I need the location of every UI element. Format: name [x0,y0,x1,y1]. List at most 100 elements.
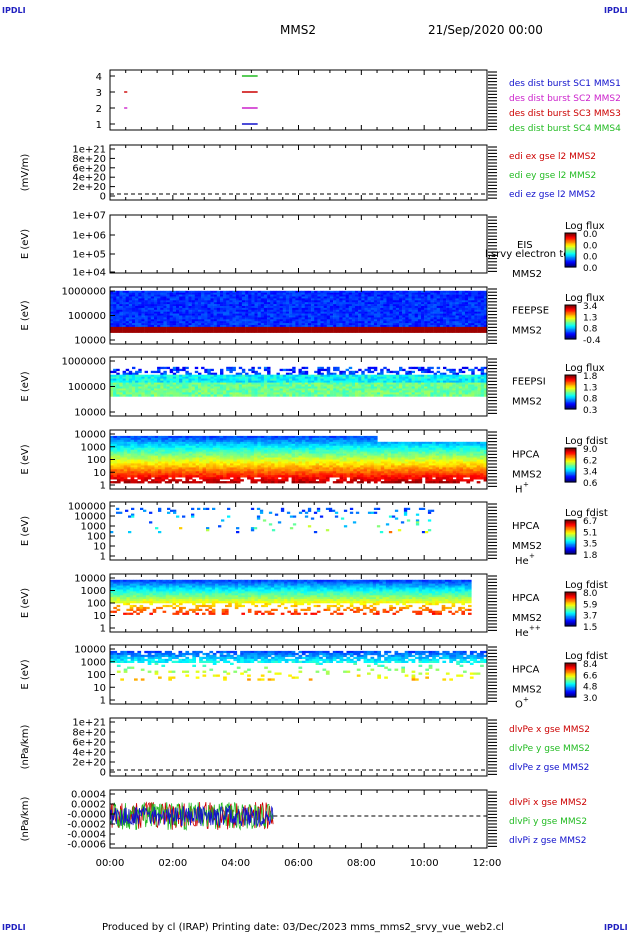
spectrogram-cell [119,317,123,320]
spectrogram-cell [439,326,444,330]
spectrogram-cell [314,298,318,301]
spectrogram-cell [314,376,318,379]
spectrogram-cell [176,306,180,309]
spectrogram-cell [110,461,114,464]
spectrogram-cell [191,328,196,331]
spectrogram-cell [471,323,475,326]
spectrogram-cell [449,307,453,311]
spectrogram-cell [298,394,302,397]
spectrogram-cell [380,392,384,395]
spectrogram-cell [304,394,309,397]
spectrogram-cell [304,298,309,301]
spectrogram-cell [392,290,397,293]
spectrogram-cell [128,292,133,295]
spectrogram-cell [367,326,371,330]
spectrogram-cell [198,390,202,393]
spectrogram-cell [216,392,221,395]
spectrogram-cell [113,326,117,330]
spectrogram-cell [110,392,114,395]
spectrogram-cell [135,370,139,374]
spectrogram-cell [424,384,428,387]
spectrogram-cell [373,376,378,379]
spectrogram-cell [421,394,425,397]
spectrogram-cell [474,302,478,305]
spectrogram-cell [474,326,478,330]
spectrogram-cell [160,319,164,322]
spectrogram-cell [336,394,340,397]
spectrogram-cell [355,315,359,318]
spectrogram-cell [157,392,161,395]
spectrogram-cell [355,384,359,387]
spectrogram-cell [179,326,183,330]
spectrogram-cell [364,380,368,383]
spectrogram-cell [433,300,437,303]
spectrogram-cell [298,306,302,309]
spectrogram-cell [465,388,469,391]
spectrogram-cell [471,325,475,328]
spectrogram-cell [483,384,488,387]
spectrogram-cell [198,307,202,311]
spectrogram-cell [279,380,283,383]
spectrogram-cell [323,394,327,397]
spectrogram-cell [138,374,142,377]
spectrogram-cell [276,304,280,307]
spectrogram-cell [345,326,349,330]
spectrogram-cell [132,388,136,391]
spectrogram-cell [220,317,224,320]
spectrogram-cell [408,323,412,326]
spectrogram-cell [198,378,202,381]
spectrogram-cell [433,302,437,305]
spectrogram-cell [405,300,409,303]
spectrogram-cell [326,317,331,320]
spectrogram-cell [405,374,409,377]
spectrogram-cell [433,390,437,393]
spectrogram-cell [248,330,252,333]
spectrogram-cell [122,325,126,328]
spectrogram-cell [339,386,343,389]
spectrogram-cell [304,311,309,314]
spectrogram-cell [207,317,211,320]
spectrogram-cell [317,376,321,379]
spectrogram-cell [339,321,343,324]
spectrogram-cell [198,394,202,397]
y-tick-label: 4e+20 [72,748,106,759]
spectrogram-cell [160,392,164,395]
spectrogram-cell [439,304,444,307]
spectrogram-cell [147,328,152,331]
spectrogram-cell [130,471,135,474]
spectrogram-cell [141,394,145,397]
spectrogram-cell [411,304,415,307]
spectrogram-cell [471,319,475,322]
spectrogram-cell [282,394,287,397]
spectrogram-cell [169,311,174,314]
spectrogram-cell [127,467,131,470]
spectrogram-cell [135,392,139,395]
y-tick-label: 1e+04 [72,268,106,279]
spectrogram-cell [241,311,246,314]
spectrogram-cell [421,325,425,328]
spectrogram-cell [458,313,463,316]
spectrogram-cell [364,321,368,324]
spectrogram-cell [307,300,312,303]
spectrogram-cell [361,376,365,379]
spectrogram-cell [216,384,221,387]
spectrogram-cell [285,323,290,326]
spectrogram-cell [245,298,249,301]
spectrogram-cell [157,366,161,370]
spectrogram-cell [263,315,268,318]
spectrogram-cell [122,298,126,301]
spectrogram-cell [468,321,472,324]
spectrogram-cell [364,307,368,311]
spectrogram-cell [144,374,148,377]
spectrogram-cell [135,302,139,305]
spectrogram-cell [373,290,378,293]
spectrogram-cell [477,304,481,307]
spectrogram-cell [364,325,368,328]
spectrogram-cell [116,388,120,391]
colorbar-tick-label: 1.8 [583,372,598,382]
spectrogram-cell [213,307,218,311]
spectrogram-cell [260,390,265,393]
spectrogram-cell [216,328,221,331]
spectrogram-cell [295,326,299,330]
spectrogram-cell [127,473,131,476]
